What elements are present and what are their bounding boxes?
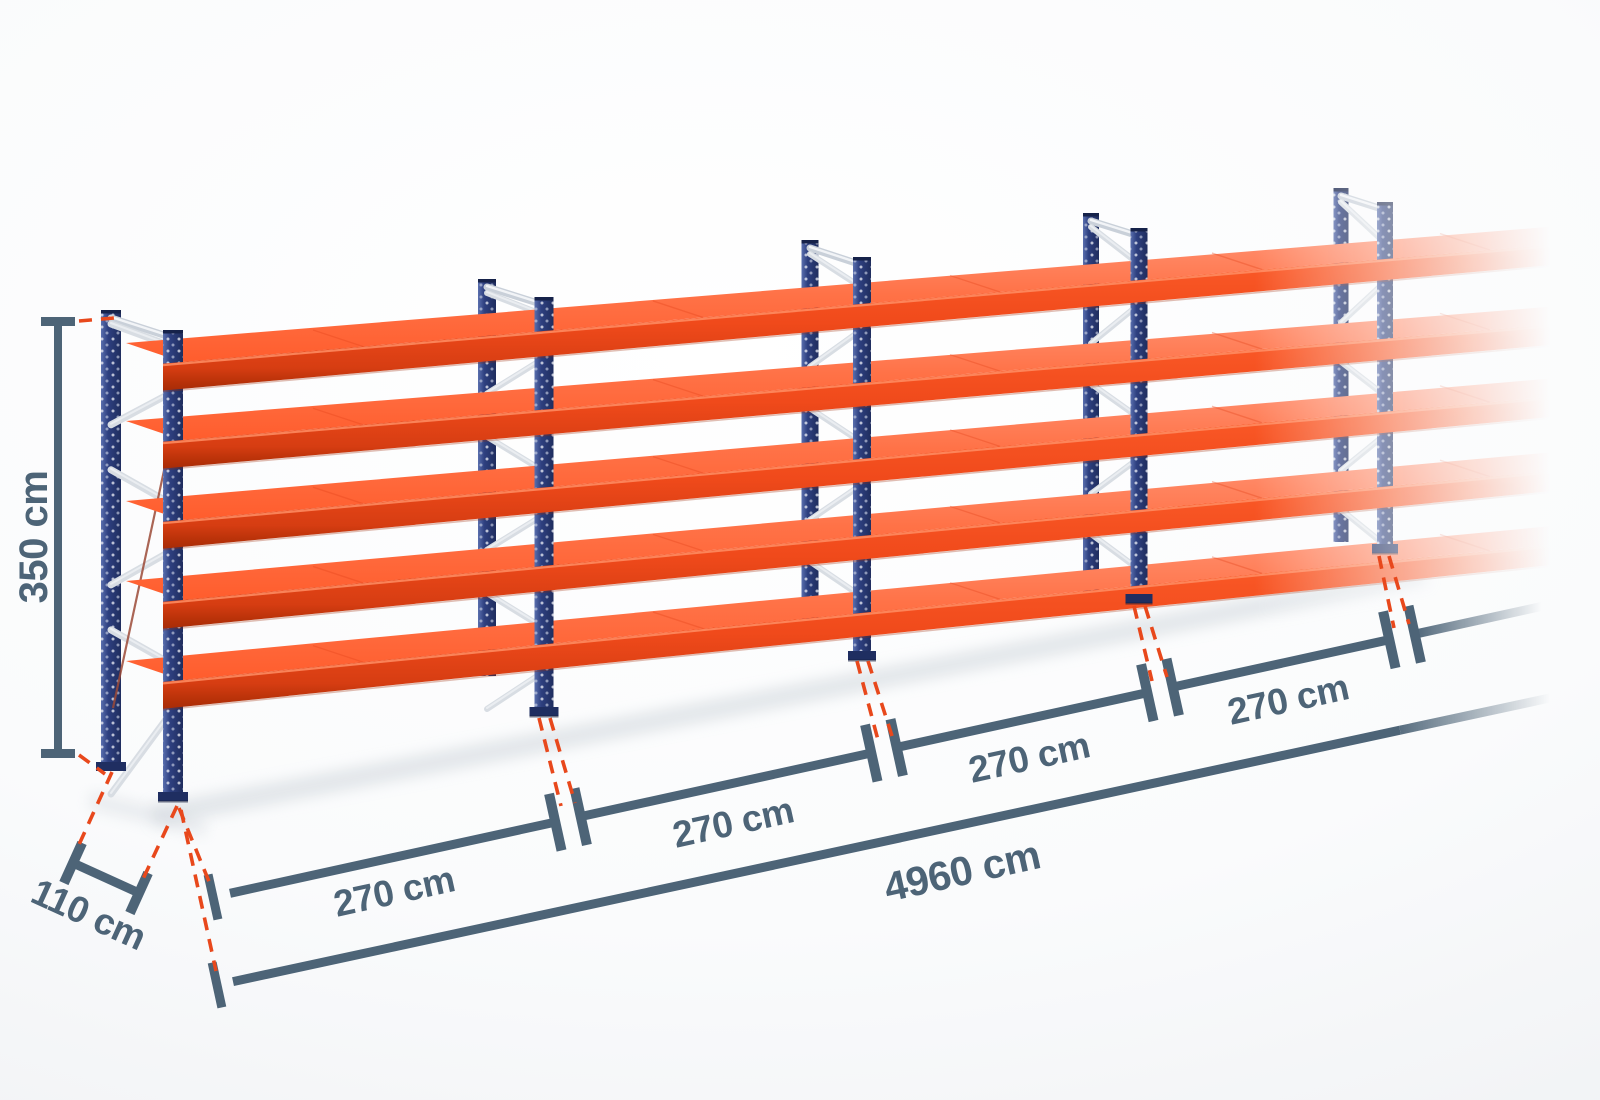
bay-dimension-label-2: 270 cm — [669, 789, 797, 855]
depth-dimension-label: 110 cm — [25, 871, 152, 958]
total-length-dimension-label: 4960 cm — [880, 831, 1045, 910]
height-dimension-label: 350 cm — [12, 471, 56, 604]
dimension-annotations — [41, 316, 1553, 1009]
bay-dimension-label-3: 270 cm — [965, 724, 1093, 790]
dimension-labels: 350 cm 110 cm 270 cm 270 cm 270 cm 270 c… — [12, 471, 1352, 958]
rack-illustration — [90, 188, 1600, 836]
